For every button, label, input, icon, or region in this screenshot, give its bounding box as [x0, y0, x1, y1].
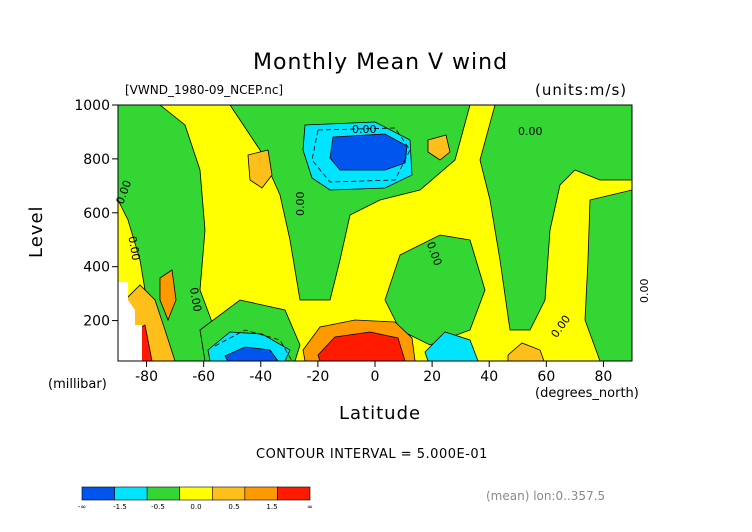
chart-title: Monthly Mean V wind — [253, 50, 509, 75]
x-tick-label: -60 — [192, 369, 215, 385]
contour-label: 0.00 — [352, 123, 377, 136]
x-tick-label: 0 — [371, 369, 380, 385]
dashed-contour-south-surface — [214, 329, 293, 361]
region-moderate-positive-polar-south — [159, 269, 177, 322]
colorbar-swatch — [146, 486, 181, 501]
region-strong-negative-upper-core — [329, 133, 408, 171]
colorbar-swatch — [179, 486, 213, 501]
x-tick-label: 80 — [595, 369, 613, 385]
x-tick-label: -40 — [249, 369, 272, 385]
x-tick-label: -20 — [306, 369, 329, 385]
contour-label: 0.00 — [125, 235, 142, 261]
x-tick-label: -80 — [135, 369, 158, 385]
y-axis-ticks: 200 400 600 800 1000 — [74, 98, 118, 330]
longitude-mean-note: (mean) lon:0..357.5 — [486, 489, 606, 503]
x-tick-label: 60 — [537, 369, 555, 385]
contour-label: 0.00 — [518, 125, 543, 138]
missing-data-region — [118, 282, 142, 361]
region-positive-blob-south-upper — [247, 149, 273, 189]
file-label: [VWND_1980-09_NCEP.nc] — [125, 83, 284, 97]
contour-label: 0.00 — [187, 286, 204, 312]
x-unit-label: (degrees_north) — [535, 386, 639, 401]
colorbar-label: -∞ — [78, 503, 86, 511]
dashed-contour-upper-core — [311, 127, 411, 183]
region-weak-negative-far-north — [584, 189, 632, 361]
y-tick-label: 800 — [83, 152, 110, 168]
y-axis-title: Level — [26, 205, 47, 258]
x-tick-label: 20 — [423, 369, 441, 385]
region-strong-negative-south-surface — [224, 346, 279, 361]
colorbar-swatch — [114, 486, 148, 501]
contour-field — [118, 105, 632, 361]
colorbar-label: 0.5 — [228, 503, 239, 511]
region-weak-negative-midlat-north — [384, 234, 486, 346]
colorbar-swatch — [81, 486, 115, 501]
colorbar-label: -1.5 — [113, 503, 127, 511]
region-weak-negative-north — [479, 105, 632, 331]
region-negative-north-surface — [424, 331, 479, 361]
x-axis-title: Latitude — [339, 403, 422, 424]
colorbar-label: -0.5 — [151, 503, 165, 511]
colorbar-swatch — [211, 486, 246, 501]
region-positive-blob-north-upper — [427, 134, 451, 161]
colorbar: -∞ -1.5 -0.5 0.0 0.5 1.5 ∞ — [78, 486, 313, 511]
contour-interval-note: CONTOUR INTERVAL = 5.000E-01 — [256, 447, 488, 462]
y-tick-label: 600 — [83, 206, 110, 222]
contour-label: 0.00 — [638, 279, 651, 304]
colorbar-label: ∞ — [307, 503, 313, 511]
colorbar-swatch — [244, 486, 278, 501]
x-axis-ticks: -80 -60 -40 -20 0 20 40 60 80 — [135, 361, 612, 385]
y-tick-label: 1000 — [74, 98, 110, 114]
units-label: (units:m/s) — [535, 81, 628, 99]
y-tick-label: 400 — [83, 260, 110, 276]
y-unit-label: (millibar) — [48, 377, 107, 392]
y-tick-label: 200 — [83, 314, 110, 330]
colorbar-label: 1.5 — [266, 503, 277, 511]
x-tick-label: 40 — [480, 369, 498, 385]
colorbar-swatch — [277, 486, 311, 501]
region-positive-blob-north-surface — [507, 342, 545, 361]
colorbar-label: 0.0 — [190, 503, 201, 511]
region-strong-positive-equatorial — [317, 331, 406, 361]
contour-label: 0.00 — [294, 192, 307, 217]
